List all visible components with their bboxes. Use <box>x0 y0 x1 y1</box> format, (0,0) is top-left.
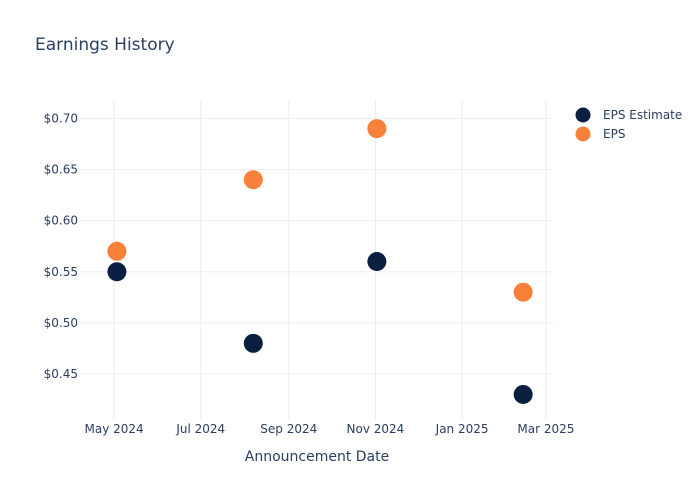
x-tick-labels: May 2024 Jul 2024 Sep 2024 Nov 2024 Jan 2025… <box>85 422 575 436</box>
point-eps <box>107 241 127 261</box>
point-eps <box>513 282 533 302</box>
chart-title: Earnings History <box>35 35 175 55</box>
x-gridlines <box>113 100 547 420</box>
legend: EPS Estimate EPS <box>575 107 682 142</box>
point-eps-estimate <box>513 384 533 404</box>
point-eps-estimate <box>107 262 127 282</box>
legend-label: EPS Estimate <box>603 108 682 122</box>
x-tick-label: May 2024 <box>85 422 144 436</box>
y-tick-label: $0.70 <box>44 111 78 125</box>
legend-marker <box>575 107 591 123</box>
x-tick-label: Jul 2024 <box>175 422 225 436</box>
y-tick-label: $0.65 <box>44 163 78 177</box>
point-eps <box>367 119 387 139</box>
legend-label: EPS <box>603 127 625 141</box>
point-eps-estimate <box>367 252 387 272</box>
point-eps <box>243 170 263 190</box>
x-tick-label: Jan 2025 <box>435 422 489 436</box>
data-points <box>107 119 533 404</box>
y-tick-label: $0.55 <box>44 265 78 279</box>
legend-marker <box>575 126 591 142</box>
y-tick-labels: $0.45 $0.50 $0.55 $0.60 $0.65 $0.70 <box>44 111 78 381</box>
x-axis-title: Announcement Date <box>245 449 389 465</box>
y-tick-label: $0.50 <box>44 316 78 330</box>
y-gridlines <box>80 117 553 375</box>
x-tick-label: Nov 2024 <box>347 422 405 436</box>
x-tick-label: Sep 2024 <box>260 422 317 436</box>
x-tick-label: Mar 2025 <box>517 422 574 436</box>
y-tick-label: $0.45 <box>44 367 78 381</box>
point-eps-estimate <box>243 333 263 353</box>
y-tick-label: $0.60 <box>44 214 78 228</box>
